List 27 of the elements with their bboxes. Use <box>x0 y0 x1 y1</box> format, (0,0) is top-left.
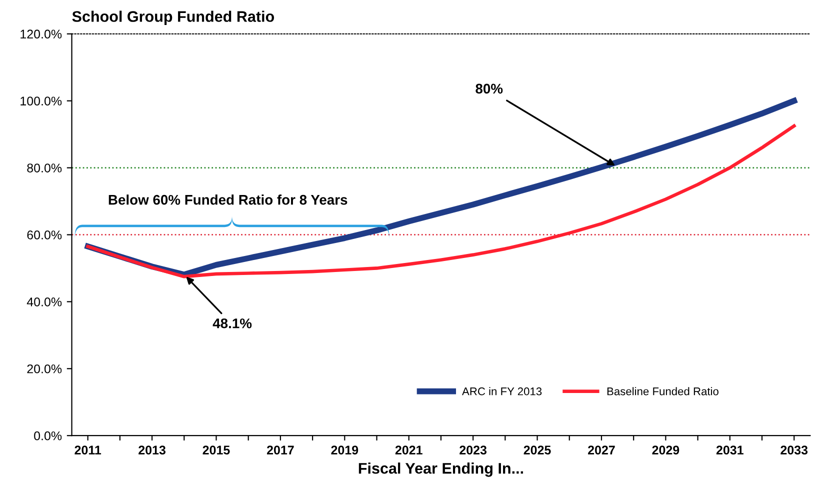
x-tick-label: 2013 <box>138 446 166 455</box>
annotation: Below 60% Funded Ratio for 8 Years <box>108 194 348 205</box>
x-tick-label: 2021 <box>395 446 422 455</box>
x-tick-label: 2029 <box>652 446 680 455</box>
annotation: 80% <box>476 84 503 94</box>
x-tick-label: 2025 <box>524 446 551 455</box>
legend-label: ARC in FY 2013 <box>462 387 542 396</box>
chart-title: School Group Funded Ratio <box>72 10 274 25</box>
y-tick-label: 40.0% <box>26 297 62 306</box>
x-tick-label: 2023 <box>460 446 487 455</box>
annotation: 48.1% <box>212 318 252 328</box>
x-tick-label: 2015 <box>202 446 230 455</box>
x-tick-label: 2027 <box>588 446 615 455</box>
x-tick-label: 2017 <box>266 446 294 455</box>
legend-label: Baseline Funded Ratio <box>607 387 718 396</box>
y-tick-label: 100.0% <box>20 96 62 106</box>
x-tick-label: 2031 <box>716 446 744 455</box>
y-tick-label: 120.0% <box>20 30 62 39</box>
y-tick-label: 60.0% <box>27 230 62 240</box>
y-tick-label: 80.0% <box>27 164 62 172</box>
x-axis-title: Fiscal Year Ending In... <box>358 462 523 477</box>
x-tick-label: 2019 <box>331 446 358 455</box>
line-series <box>86 124 796 278</box>
y-tick-label: 20.0% <box>27 364 62 374</box>
y-tick-label: 0.0% <box>34 431 62 440</box>
x-tick-label: 2033 <box>780 446 808 455</box>
x-tick-label: 2011 <box>74 446 102 455</box>
